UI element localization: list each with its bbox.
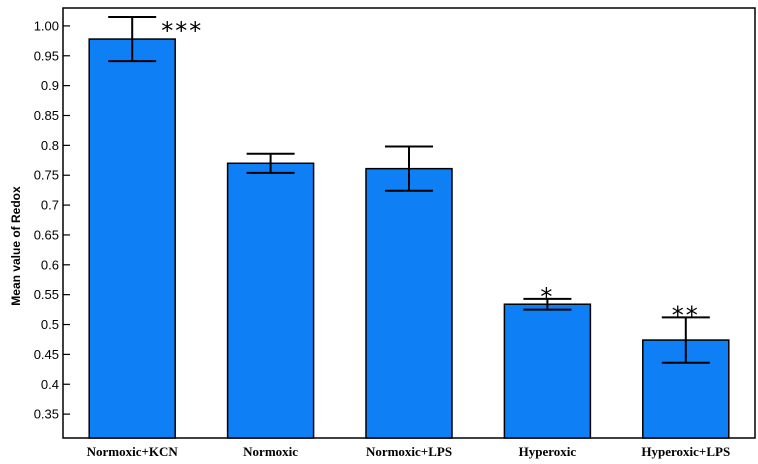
y-tick-label: 0.9 xyxy=(41,78,59,93)
y-tick-label: 0.35 xyxy=(34,407,59,422)
y-tick-label: 0.75 xyxy=(34,168,59,183)
y-tick-label: 0.8 xyxy=(41,138,59,153)
significance-marker-4: * xyxy=(540,283,554,311)
y-tick-label: 0.6 xyxy=(41,257,59,272)
significance-marker-1: *** xyxy=(161,17,203,45)
y-tick-label: 1.00 xyxy=(34,18,59,33)
bar-1 xyxy=(88,38,176,439)
category-label-5: Hyperoxic+LPS xyxy=(641,444,730,459)
y-tick-label: 0.4 xyxy=(41,377,59,392)
y-tick-label: 0.7 xyxy=(41,198,59,213)
category-label-2: Normoxic xyxy=(243,444,298,459)
significance-marker-5: ** xyxy=(672,301,700,329)
bar-3 xyxy=(365,167,453,439)
bar-2 xyxy=(226,162,315,439)
y-tick-label: 0.45 xyxy=(34,347,59,362)
y-tick-label: 0.55 xyxy=(34,287,59,302)
y-tick-label: 0.65 xyxy=(34,227,59,242)
y-tick-label: 0.95 xyxy=(34,48,59,63)
category-label-1: Normoxic+KCN xyxy=(87,444,179,459)
y-tick-label: 0.85 xyxy=(34,108,59,123)
plot-area: 0.35 0.4 0.45 0.5 0.55 0.6 0.65 0.7 0.75 0.8 0.85 0… xyxy=(34,7,756,459)
y-tick-label: 0.5 xyxy=(41,317,59,332)
bar-4 xyxy=(503,303,592,439)
category-label-3: Normoxic+LPS xyxy=(366,444,452,459)
y-axis-label: Mean value of Redox xyxy=(9,186,23,306)
category-label-4: Hyperoxic xyxy=(519,444,577,459)
